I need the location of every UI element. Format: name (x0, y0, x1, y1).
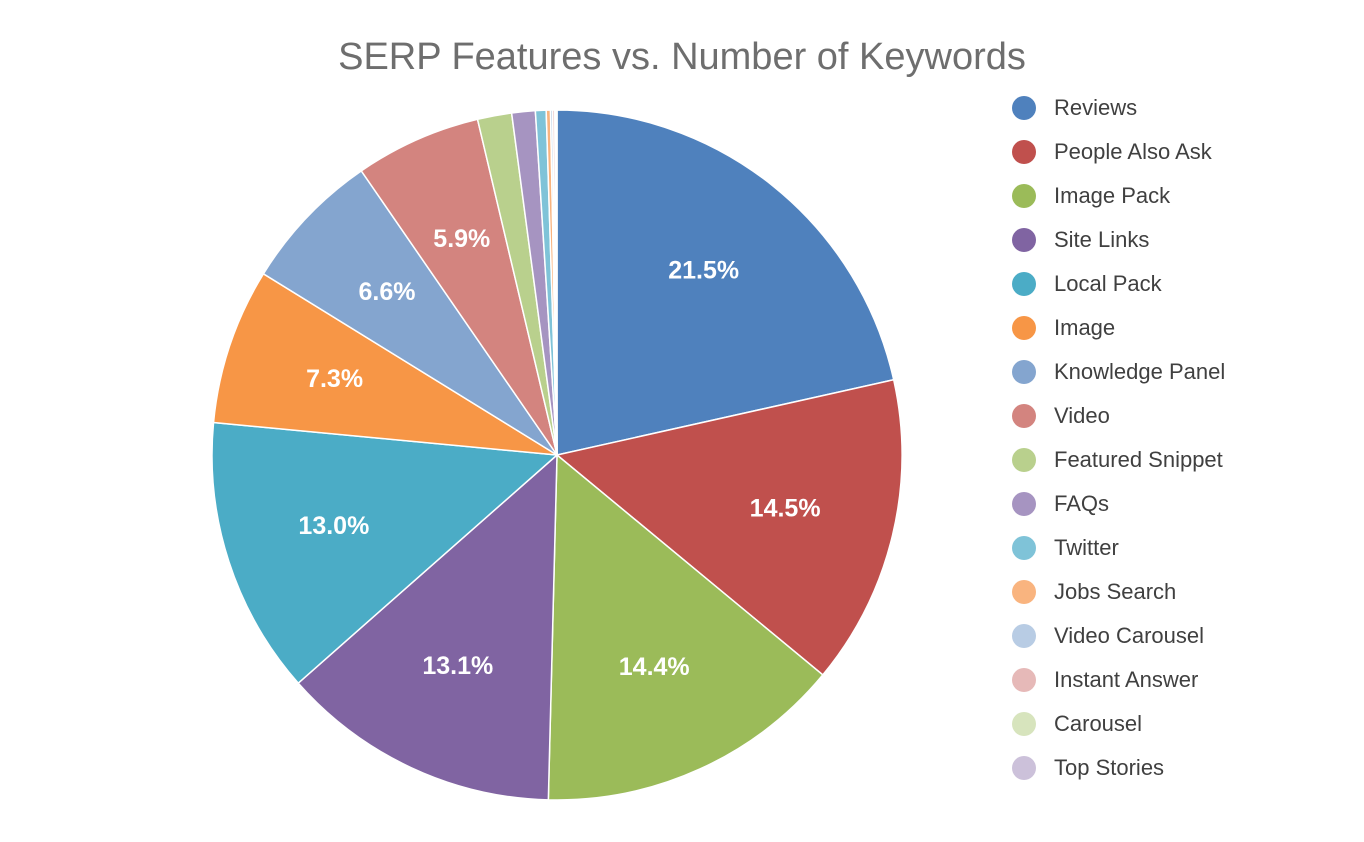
legend-item-reviews[interactable]: Reviews (1012, 86, 1225, 130)
pie-slice-site-links (297, 453, 558, 801)
legend-label: Video (1054, 403, 1110, 428)
legend-swatch (1012, 448, 1036, 472)
pie-slice-local-pack (211, 421, 559, 685)
legend-swatch (1012, 536, 1036, 560)
data-label-site-links: 13.1% (422, 652, 493, 680)
legend-item-faqs[interactable]: FAQs (1012, 482, 1225, 526)
data-label-people-also-ask: 14.5% (750, 494, 821, 522)
legend-swatch (1012, 96, 1036, 120)
legend-label: Twitter (1054, 535, 1119, 560)
legend-swatch (1012, 580, 1036, 604)
legend-label: People Also Ask (1054, 139, 1212, 164)
legend-item-image-pack[interactable]: Image Pack (1012, 174, 1225, 218)
pie-slice-people-also-ask (555, 378, 903, 676)
legend-label: FAQs (1054, 491, 1110, 516)
data-label-video: 5.9% (433, 225, 490, 253)
legend-item-site-links[interactable]: Site Links (1012, 218, 1225, 262)
legend-item-twitter[interactable]: Twitter (1012, 526, 1225, 570)
pie-slice-image-pack (547, 453, 824, 801)
legend-label: Carousel (1054, 711, 1143, 736)
legend-item-instant-answer[interactable]: Instant Answer (1012, 658, 1225, 702)
pie-slice-reviews (556, 109, 895, 456)
legend-swatch (1012, 624, 1036, 648)
legend-swatch (1012, 712, 1036, 736)
legend-label: Jobs Search (1054, 579, 1177, 604)
legend-item-top-stories[interactable]: Top Stories (1012, 746, 1225, 790)
legend-item-video[interactable]: Video (1012, 394, 1225, 438)
legend-swatch (1012, 668, 1036, 692)
pie-slice-image (212, 272, 558, 456)
legend-label: Featured Snippet (1054, 447, 1223, 472)
data-label-image: 7.3% (306, 365, 363, 393)
legend-item-image[interactable]: Image (1012, 306, 1225, 350)
legend-swatch (1012, 756, 1036, 780)
legend-swatch (1012, 228, 1036, 252)
legend-item-featured-snippet[interactable]: Featured Snippet (1012, 438, 1225, 482)
legend-label: Knowledge Panel (1054, 359, 1226, 384)
legend-item-local-pack[interactable]: Local Pack (1012, 262, 1225, 306)
legend-label: Local Pack (1054, 271, 1162, 296)
legend-swatch (1012, 140, 1036, 164)
legend-label: Reviews (1054, 95, 1138, 120)
legend-swatch (1012, 184, 1036, 208)
legend-swatch (1012, 360, 1036, 384)
legend-label: Image Pack (1054, 183, 1171, 208)
data-label-local-pack: 13.0% (298, 512, 369, 540)
data-label-knowledge-panel: 6.6% (359, 278, 416, 306)
legend-label: Top Stories (1054, 755, 1165, 780)
legend-label: Image (1054, 315, 1116, 340)
legend-item-jobs-search[interactable]: Jobs Search (1012, 570, 1225, 614)
pie-slice-video (360, 118, 558, 456)
legend-label: Site Links (1054, 227, 1150, 252)
legend-item-knowledge-panel[interactable]: Knowledge Panel (1012, 350, 1225, 394)
chart-title: SERP Features vs. Number of Keywords (338, 36, 1026, 78)
legend-swatch (1012, 492, 1036, 516)
legend-swatch (1012, 404, 1036, 428)
legend-item-video-carousel[interactable]: Video Carousel (1012, 614, 1225, 658)
pie-slice-top-stories (555, 109, 558, 456)
pie-slice-knowledge-panel (262, 169, 558, 456)
legend-item-carousel[interactable]: Carousel (1012, 702, 1225, 746)
data-label-reviews: 21.5% (668, 257, 739, 285)
legend-swatch (1012, 316, 1036, 340)
legend: Reviews People Also Ask Image Pack Site Lin… (1012, 86, 1225, 790)
legend-swatch (1012, 272, 1036, 296)
legend-item-people-also-ask[interactable]: People Also Ask (1012, 130, 1225, 174)
legend-label: Instant Answer (1054, 667, 1199, 692)
legend-label: Video Carousel (1054, 623, 1205, 648)
data-label-image-pack: 14.4% (619, 653, 690, 681)
